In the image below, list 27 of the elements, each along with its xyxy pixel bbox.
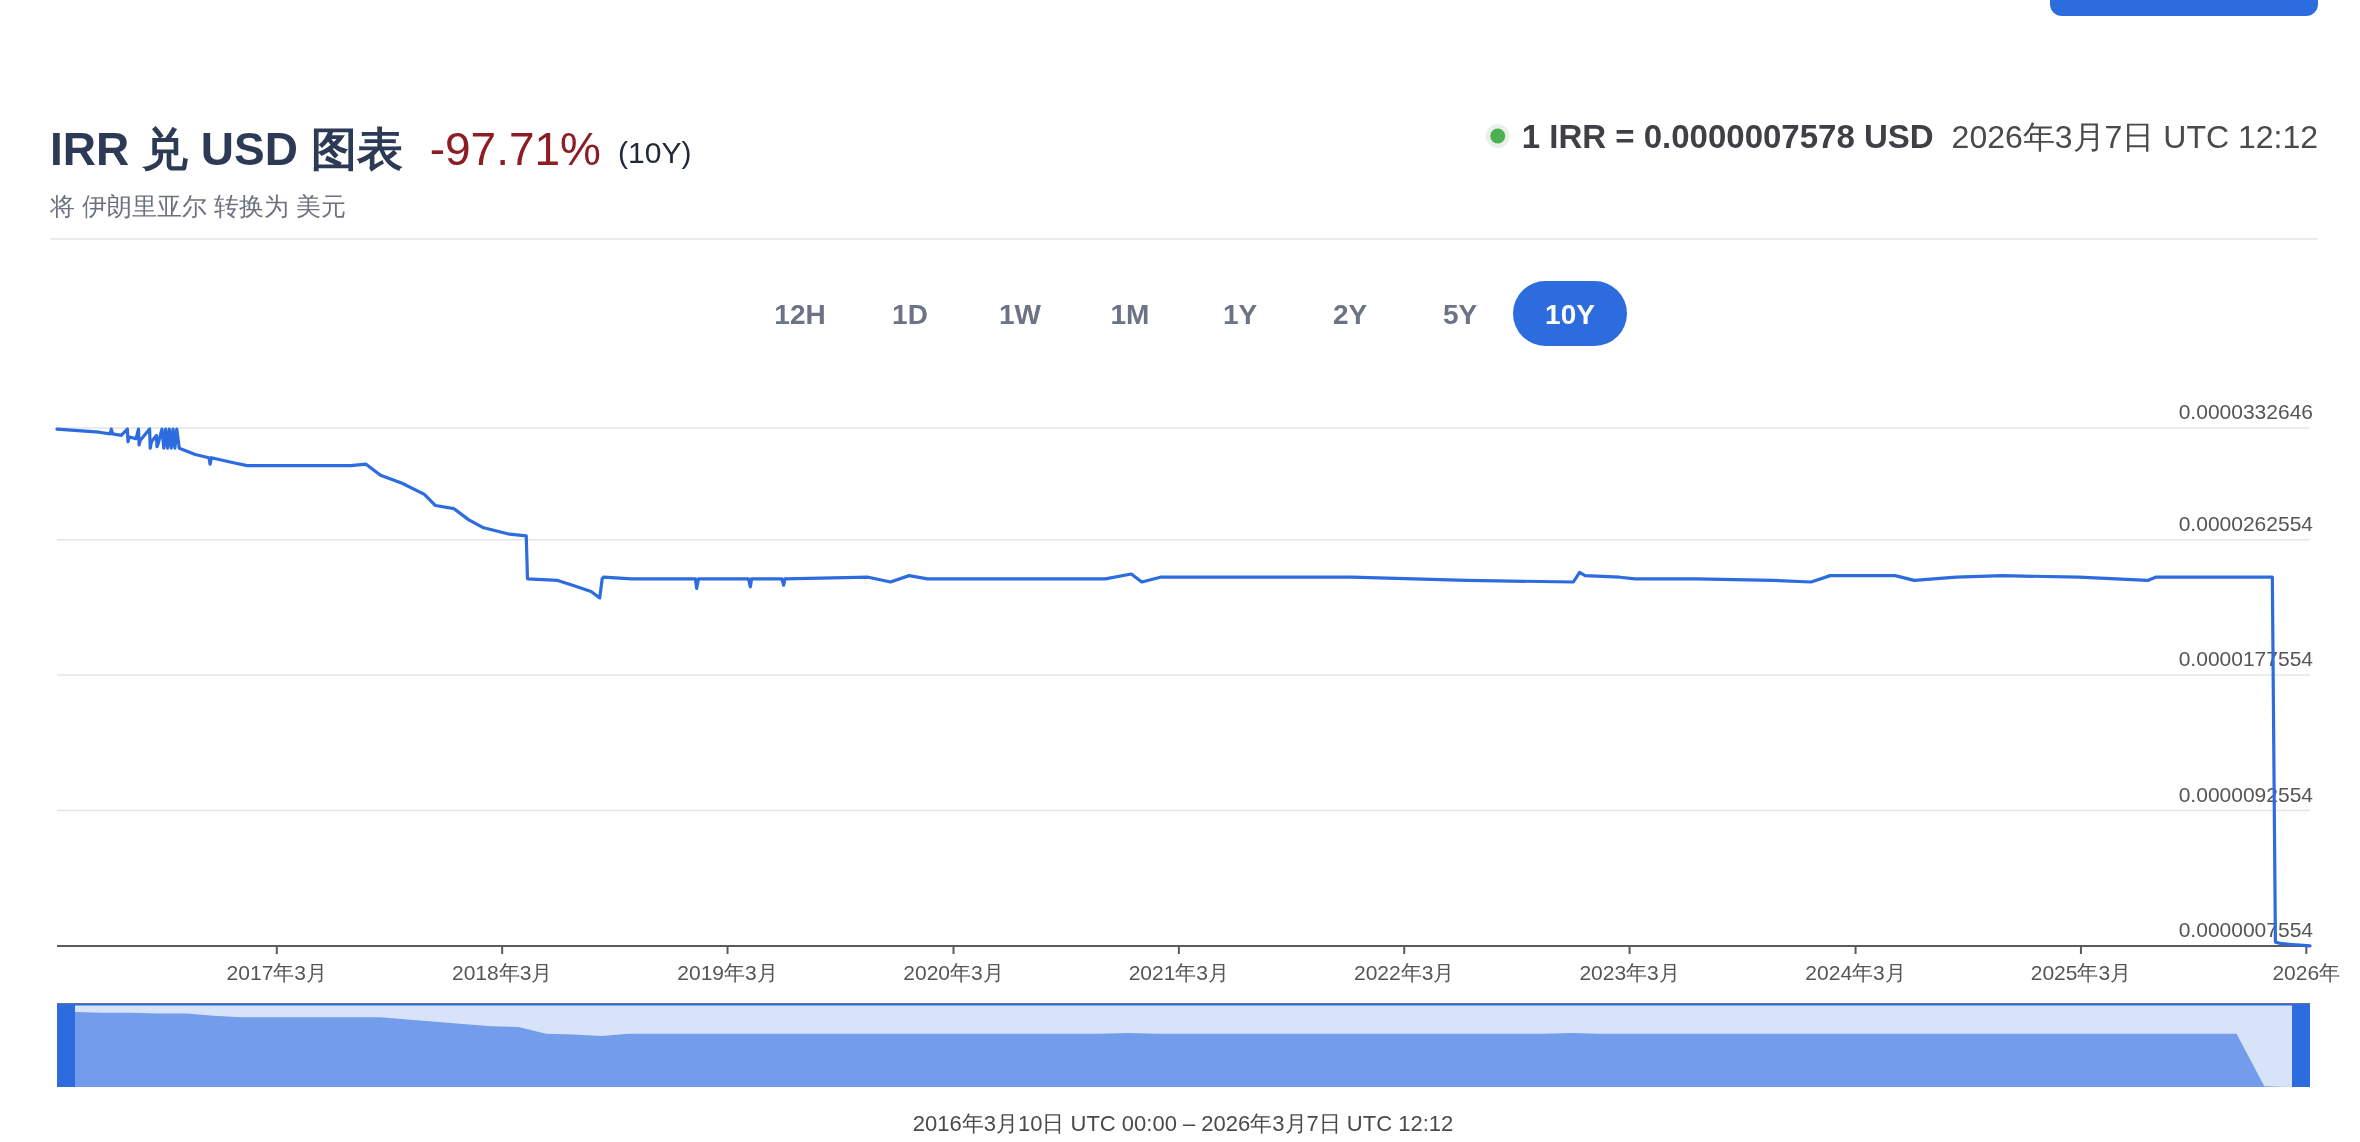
annotation: 2016年3月10日 UTC 00:00 – 2026年3月7日 UTC 12:12 [912, 1111, 1454, 1136]
subtitle: 将 伊朗里亚尔 转换为 美元 [50, 192, 346, 220]
x-tick-label: 2021年3月 [1128, 961, 1230, 984]
button-label: 2Y [1332, 299, 1368, 330]
x-tick-label: 2026年 [2272, 961, 2341, 984]
x-tick-label: 2018年3月 [451, 961, 553, 984]
annotation: -97.71% [429, 123, 602, 175]
button-label: 12H [774, 299, 826, 330]
button-label: 1M [1110, 299, 1150, 330]
x-tick-label: 2024年3月 [1805, 961, 1906, 984]
annotation: 2026年3月7日 UTC 12:12 [1951, 119, 2318, 155]
x-tick-label: 2025年3月 [2030, 961, 2132, 984]
button-label: 10Y [1545, 299, 1595, 330]
x-tick-label: 2022年3月 [1354, 961, 1455, 984]
annotation: (10Y) [618, 136, 692, 169]
x-tick-label: 2019年3月 [677, 961, 778, 984]
button-label: 1W [999, 299, 1041, 330]
button-label: 5Y [1442, 299, 1478, 330]
y-tick-label: 0.0000332646 [2178, 400, 2313, 423]
button-label: 1Y [1222, 299, 1258, 330]
x-tick-label: 2020年3月 [903, 961, 1004, 984]
x-tick-label: 2023年3月 [1579, 961, 1680, 984]
title: IRR 兑 USD 图表 [50, 123, 403, 175]
annotation: 1 IRR = 0.0000007578 USD [1521, 118, 1934, 155]
button-label: 1D [892, 299, 928, 330]
x-tick-label: 2017年3月 [226, 961, 327, 984]
y-tick-label: 0.0000262554 [2178, 511, 2313, 535]
